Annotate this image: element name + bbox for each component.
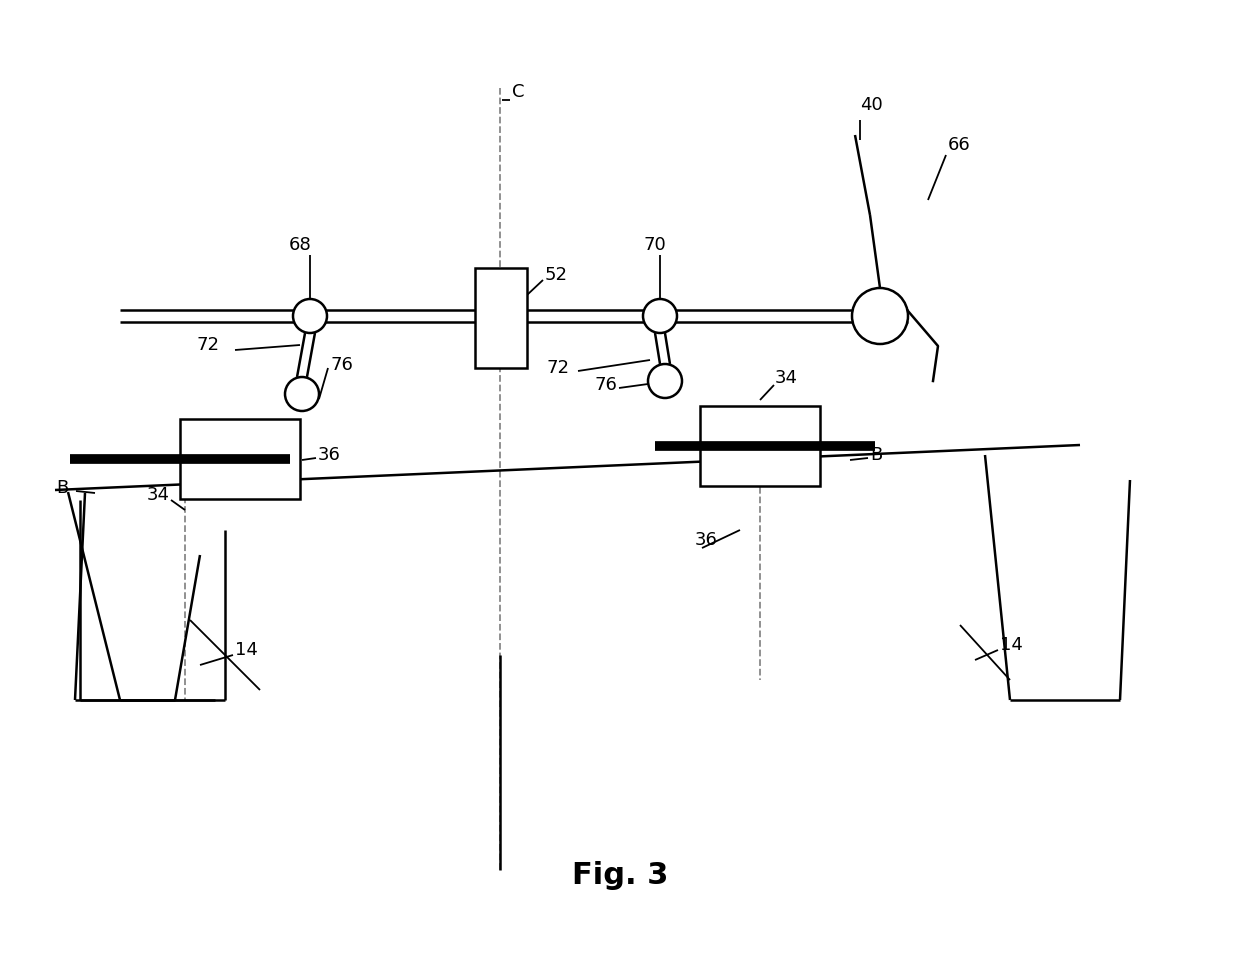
Circle shape: [852, 288, 908, 344]
Text: 34: 34: [775, 369, 799, 387]
Bar: [180, 419, 300, 499]
Circle shape: [644, 299, 677, 333]
Text: 70: 70: [644, 236, 666, 254]
Text: 34: 34: [148, 486, 170, 504]
Circle shape: [293, 299, 327, 333]
Bar: [475, 268, 527, 368]
Text: 14: 14: [236, 641, 258, 659]
Circle shape: [285, 377, 319, 411]
Text: 36: 36: [694, 531, 718, 549]
Text: C: C: [512, 83, 525, 101]
Text: 66: 66: [949, 136, 971, 154]
Text: 76: 76: [594, 376, 618, 394]
Text: 68: 68: [289, 236, 311, 254]
Circle shape: [649, 364, 682, 398]
Text: B: B: [56, 479, 68, 497]
Bar: [701, 406, 820, 486]
Text: B: B: [870, 446, 882, 464]
Text: 36: 36: [317, 446, 341, 464]
Text: 14: 14: [999, 636, 1023, 654]
Text: 72: 72: [547, 359, 570, 377]
Text: 52: 52: [546, 266, 568, 284]
Text: 76: 76: [330, 356, 353, 374]
Text: Fig. 3: Fig. 3: [572, 861, 668, 890]
Text: 40: 40: [861, 96, 883, 114]
Text: 72: 72: [197, 336, 219, 354]
